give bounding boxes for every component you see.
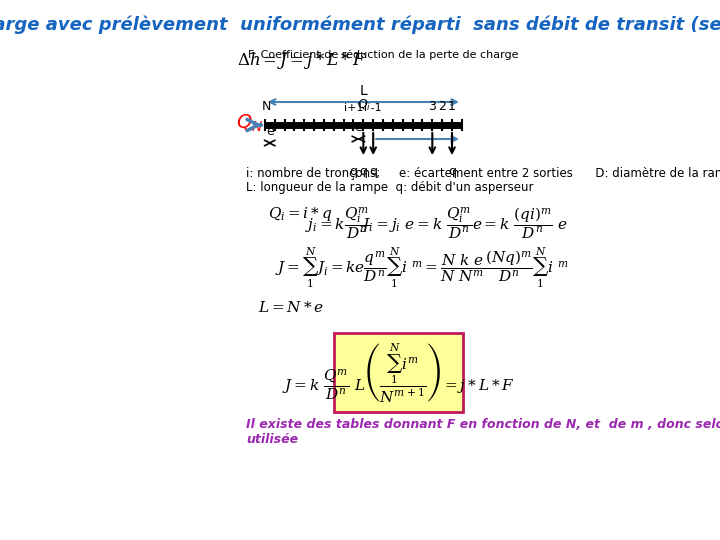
Text: 3: 3 (428, 100, 436, 113)
Text: Conduite en charge avec prélèvement  uniformément réparti  sans débit de transit: Conduite en charge avec prélèvement unif… (0, 15, 720, 33)
Text: $J_i = j_i\ e = k\ \dfrac{Q_i^m}{D^n}e = k\ \dfrac{(qi)^m}{D^n}\ e$: $J_i = j_i\ e = k\ \dfrac{Q_i^m}{D^n}e =… (360, 205, 568, 241)
Text: i -1: i -1 (364, 103, 382, 113)
Text: i: nombre de tronçons;     e: écartement entre 2 sorties      D: diamètre de la : i: nombre de tronçons; e: écartement ent… (246, 167, 720, 180)
Text: i+1: i+1 (343, 103, 363, 113)
Text: 2: 2 (438, 100, 446, 113)
Text: Il existe des tables donnant F en fonction de N, et  de m , donc selon la formul: Il existe des tables donnant F en foncti… (246, 418, 720, 431)
Text: q: q (369, 165, 377, 178)
Text: $Q_i$: $Q_i$ (357, 98, 371, 113)
Text: $Q_N$: $Q_N$ (236, 112, 264, 133)
Text: q: q (349, 165, 358, 178)
Text: L: longueur de la rampe  q: débit d'un asperseur: L: longueur de la rampe q: débit d'un as… (246, 181, 534, 194)
Text: $Q_i = i * q$: $Q_i = i * q$ (268, 205, 333, 223)
Text: utilisée: utilisée (246, 433, 298, 446)
Text: q: q (448, 165, 456, 178)
Text: $J = \sum_{1}^{N} J_i = ke\dfrac{q^m}{D^n}\sum_{1}^{N} i^{\ m} = \dfrac{N\ k\ e}: $J = \sum_{1}^{N} J_i = ke\dfrac{q^m}{D^… (275, 245, 568, 290)
Text: e: e (266, 125, 274, 138)
Text: $\Delta h = J = j * L * F$: $\Delta h = J = j * L * F$ (237, 50, 366, 71)
Text: N: N (262, 100, 271, 113)
Text: $L = N * e$: $L = N * e$ (258, 300, 324, 315)
Text: $j_i = k\dfrac{Q_i^m}{D^n}$: $j_i = k\dfrac{Q_i^m}{D^n}$ (305, 205, 370, 241)
FancyBboxPatch shape (334, 333, 462, 412)
Text: 1: 1 (448, 100, 456, 113)
Text: $J = k\ \dfrac{Q^m}{D^n}\ L\left(\dfrac{\sum_{1}^{N} i^m}{N^{m+1}}\right) = j * : $J = k\ \dfrac{Q^m}{D^n}\ L\left(\dfrac{… (282, 341, 515, 404)
Text: F: Coefficient de réduction de la perte de charge: F: Coefficient de réduction de la perte … (248, 50, 518, 60)
Text: e: e (354, 121, 362, 134)
Text: q: q (359, 165, 367, 178)
Text: L: L (359, 84, 367, 98)
